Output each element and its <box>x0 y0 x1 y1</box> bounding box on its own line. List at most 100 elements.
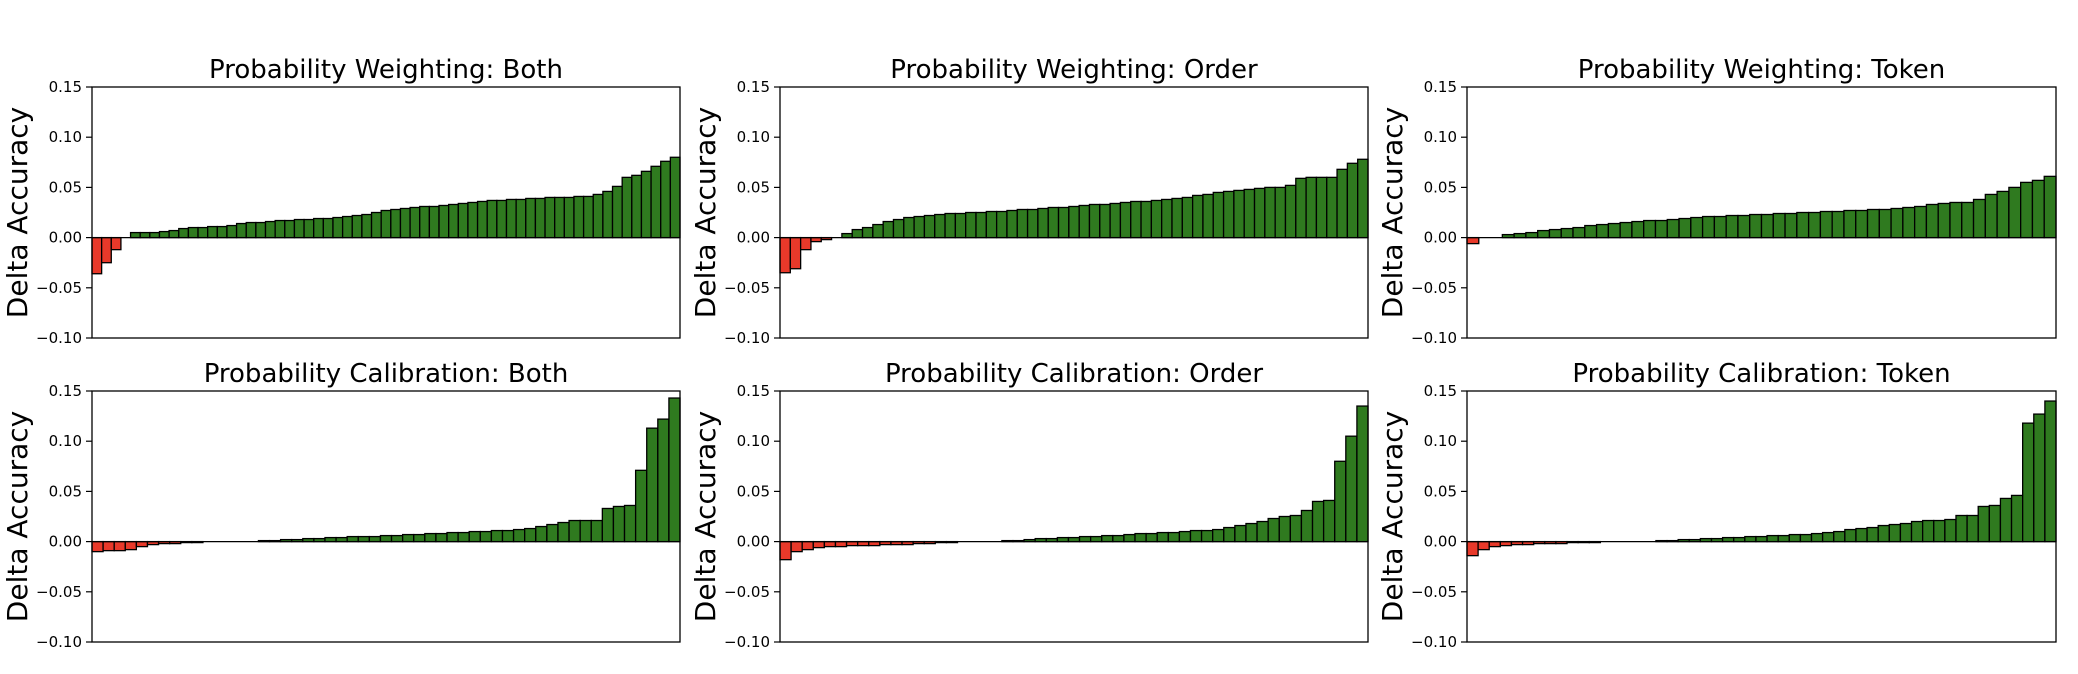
bar <box>660 160 672 239</box>
bar <box>1913 205 1928 239</box>
bar <box>1202 193 1214 239</box>
bar <box>1988 504 2002 543</box>
bar <box>1488 540 1501 548</box>
bar <box>861 226 874 239</box>
bar <box>419 205 431 239</box>
bar <box>779 540 792 561</box>
y-tick-label: −0.10 <box>1411 329 1457 347</box>
bar <box>534 197 546 239</box>
bar <box>1513 232 1527 239</box>
chart-title: Probability Calibration: Both <box>204 359 569 389</box>
bar <box>1595 223 1610 239</box>
bar <box>361 213 373 239</box>
bar <box>1537 229 1551 239</box>
bars <box>1466 400 2057 557</box>
axes-frame <box>1466 86 2057 339</box>
chart-panel-5: 0.15 0.10 0.05 0.00 −0.05 −0.10 Probability Ca… <box>689 359 1369 651</box>
y-tick-label: 0.05 <box>737 178 770 196</box>
bar <box>428 205 440 239</box>
bar <box>975 211 987 239</box>
bar <box>923 214 936 239</box>
bar <box>91 540 104 553</box>
bar <box>1289 514 1303 543</box>
bar <box>1067 536 1081 543</box>
bar <box>1200 529 1214 543</box>
y-tick-label: −0.05 <box>36 583 82 601</box>
bar <box>845 540 859 547</box>
y-tick-label: −0.05 <box>724 583 770 601</box>
bar <box>640 170 652 239</box>
y-tick-label: 0.00 <box>737 533 770 551</box>
bar <box>525 197 537 239</box>
bar <box>1996 190 2010 239</box>
bar <box>1654 219 1668 239</box>
bar <box>650 165 662 239</box>
y-tick-label: 0.05 <box>1424 178 1457 196</box>
bar <box>1334 460 1347 543</box>
bar <box>634 469 648 543</box>
bar <box>515 198 527 239</box>
bar <box>1831 210 1845 239</box>
bar <box>1156 531 1169 543</box>
bar <box>401 533 415 543</box>
bars <box>779 405 1369 561</box>
bar <box>113 540 126 552</box>
bar <box>944 212 957 239</box>
bar <box>1145 532 1158 543</box>
bar <box>91 236 103 275</box>
bar <box>573 195 585 239</box>
bar <box>1264 186 1276 239</box>
bar <box>1245 522 1258 543</box>
bar <box>1191 194 1204 239</box>
bar <box>1999 497 2013 543</box>
bar <box>799 236 812 251</box>
bar <box>868 540 881 547</box>
bar <box>2008 186 2022 239</box>
bar <box>390 208 402 239</box>
bar <box>1784 212 1798 239</box>
bar <box>903 216 915 239</box>
y-axis-label: Delta Accuracy <box>689 107 722 318</box>
bars <box>91 156 681 275</box>
bar <box>1101 534 1114 543</box>
bar <box>851 228 864 239</box>
bar <box>1921 519 1935 543</box>
bar <box>1026 208 1039 239</box>
bar <box>1631 220 1645 239</box>
bar <box>1295 177 1307 239</box>
bar <box>1721 536 1735 543</box>
bar <box>2044 400 2057 543</box>
bar <box>235 222 247 239</box>
bar <box>592 193 604 239</box>
bar <box>1134 532 1147 543</box>
chart-title: Probability Weighting: Order <box>890 55 1258 85</box>
bar <box>2020 181 2034 239</box>
bar <box>1181 196 1194 239</box>
bar <box>1855 527 1868 543</box>
bar <box>2043 175 2057 239</box>
bar <box>284 219 296 239</box>
bar <box>1643 219 1657 239</box>
bar <box>1701 215 1716 239</box>
bar <box>446 531 459 543</box>
bar <box>1233 189 1245 239</box>
bar <box>1666 218 1680 239</box>
chart-title: Probability Calibration: Token <box>1572 359 1950 389</box>
bar <box>1733 536 1746 543</box>
bar <box>1772 212 1786 239</box>
bar <box>435 532 448 543</box>
y-tick-label: −0.05 <box>1411 583 1457 601</box>
bar <box>1088 203 1101 239</box>
y-tick-label: 0.00 <box>1424 229 1457 247</box>
bar <box>1068 205 1080 239</box>
bar <box>1737 214 1751 239</box>
bar <box>1089 535 1103 543</box>
bar <box>1253 187 1266 239</box>
bar <box>544 196 556 239</box>
y-tick-label: −0.10 <box>724 633 770 651</box>
chart-title: Probability Weighting: Token <box>1578 55 1946 85</box>
bar <box>623 504 637 543</box>
bar <box>1466 236 1480 245</box>
chart-title: Probability Weighting: Both <box>209 55 563 85</box>
bar <box>1130 200 1142 239</box>
